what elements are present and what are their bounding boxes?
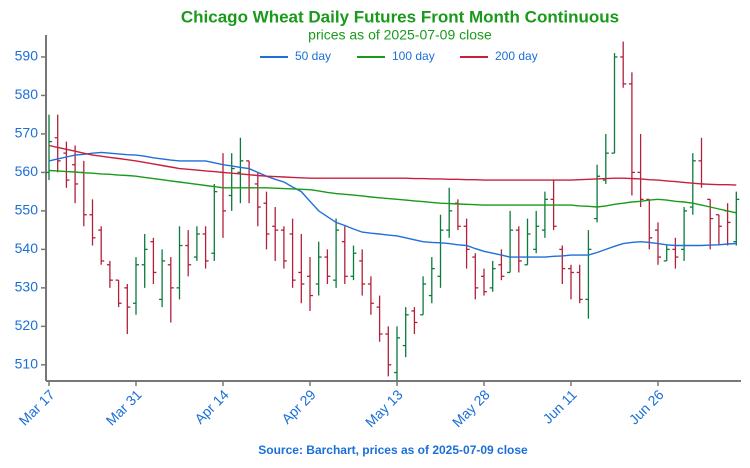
y-tick-label: 560 xyxy=(15,163,39,179)
legend-label: 100 day xyxy=(392,49,435,63)
legend-label: 50 day xyxy=(295,49,331,63)
y-tick-label: 550 xyxy=(15,202,39,218)
y-tick-label: 530 xyxy=(15,279,39,295)
y-tick-label: 570 xyxy=(15,125,39,141)
x-tick-label: May 13 xyxy=(362,386,406,430)
y-tick-label: 540 xyxy=(15,240,39,256)
chart-title: Chicago Wheat Daily Futures Front Month … xyxy=(181,7,619,26)
x-tick-label: May 28 xyxy=(449,386,493,430)
x-tick-label: Jun 11 xyxy=(539,386,579,426)
chart-subtitle: prices as of 2025-07-09 close xyxy=(308,27,492,43)
x-tick-label: Mar 31 xyxy=(103,386,145,428)
source-note: Source: Barchart, prices as of 2025-07-0… xyxy=(258,443,528,457)
moving-average-line xyxy=(48,151,737,258)
moving-average-line xyxy=(48,144,737,186)
legend-label: 200 day xyxy=(495,49,538,63)
x-tick-label: Mar 17 xyxy=(16,386,58,428)
y-tick-label: 520 xyxy=(15,317,39,333)
moving-average-line xyxy=(48,169,737,214)
y-tick-label: 580 xyxy=(15,86,39,102)
x-tick-label: Apr 14 xyxy=(191,386,232,427)
y-tick-label: 510 xyxy=(15,356,39,372)
y-tick-label: 590 xyxy=(15,48,39,64)
x-tick-label: Apr 29 xyxy=(278,386,319,427)
x-tick-label: Jun 26 xyxy=(626,386,667,427)
